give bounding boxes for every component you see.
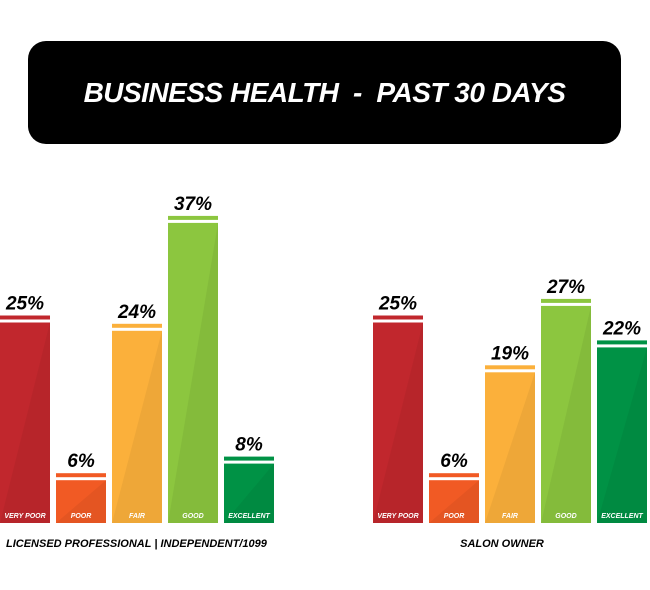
- bar-fair: [485, 372, 535, 523]
- category-label-excellent: EXCELLENT: [228, 513, 270, 520]
- value-label-poor: 6%: [67, 451, 95, 472]
- bar-good: [168, 222, 218, 523]
- category-label-good: GOOD: [555, 513, 576, 520]
- bar-shade-excellent: [224, 463, 274, 523]
- bar-fair: [112, 330, 162, 523]
- bar-cap-poor: [429, 473, 479, 478]
- bar-shade-good: [541, 305, 591, 523]
- value-label-very-poor: 25%: [5, 294, 44, 315]
- category-label-excellent: EXCELLENT: [601, 513, 643, 520]
- bar-poor: [429, 480, 479, 523]
- title-banner: BUSINESS HEALTH - PAST 30 DAYS: [28, 41, 621, 144]
- chart-title: BUSINESS HEALTH - PAST 30 DAYS: [83, 76, 566, 108]
- bar-cap-good: [168, 215, 218, 220]
- bar-cap-fair: [112, 323, 162, 328]
- bar-cap-fair: [485, 365, 535, 370]
- bar-cap-good: [541, 298, 591, 303]
- bar-cap-poor: [56, 473, 106, 478]
- value-label-good: 27%: [546, 277, 585, 298]
- value-label-fair: 19%: [491, 343, 529, 364]
- chart-2: 25% VERY POOR 6% POOR 19% FAIR 27% GOOD 22% EXCEL…: [373, 277, 647, 523]
- bar-shade-good: [168, 222, 218, 523]
- category-label-poor: POOR: [444, 513, 465, 520]
- category-label-good: GOOD: [182, 513, 203, 520]
- value-label-very-poor: 25%: [378, 294, 417, 315]
- value-label-fair: 24%: [117, 302, 156, 323]
- chart-caption-salon-owner: SALON OWNER: [460, 538, 544, 550]
- bar-very-poor: [0, 322, 50, 523]
- value-label-excellent: 8%: [235, 435, 263, 456]
- category-label-fair: FAIR: [502, 513, 518, 520]
- bar-shade-fair: [112, 330, 162, 523]
- bar-shade-fair: [485, 372, 535, 523]
- category-label-very-poor: VERY POOR: [4, 513, 45, 520]
- chart-1: 25% VERY POOR 6% POOR 24% FAIR 37% GOOD 8% EXCELL…: [0, 194, 274, 523]
- category-label-very-poor: VERY POOR: [377, 513, 418, 520]
- bar-excellent: [224, 463, 274, 523]
- category-label-poor: POOR: [71, 513, 92, 520]
- bar-cap-excellent: [224, 456, 274, 461]
- bar-very-poor: [373, 322, 423, 523]
- bar-excellent: [597, 347, 647, 523]
- bar-shade-poor: [429, 480, 479, 523]
- value-label-good: 37%: [174, 194, 212, 215]
- chart-caption-licensed-professional: LICENSED PROFESSIONAL | INDEPENDENT/1099: [6, 538, 267, 550]
- value-label-excellent: 22%: [602, 318, 641, 339]
- bar-shade-very-poor: [0, 322, 50, 523]
- bar-shade-very-poor: [373, 322, 423, 523]
- bar-good: [541, 305, 591, 523]
- bar-cap-excellent: [597, 340, 647, 345]
- bar-cap-very-poor: [0, 315, 50, 320]
- category-label-fair: FAIR: [129, 513, 145, 520]
- bar-shade-poor: [56, 480, 106, 523]
- bar-cap-very-poor: [373, 315, 423, 320]
- value-label-poor: 6%: [440, 451, 468, 472]
- bar-poor: [56, 480, 106, 523]
- bar-shade-excellent: [597, 347, 647, 523]
